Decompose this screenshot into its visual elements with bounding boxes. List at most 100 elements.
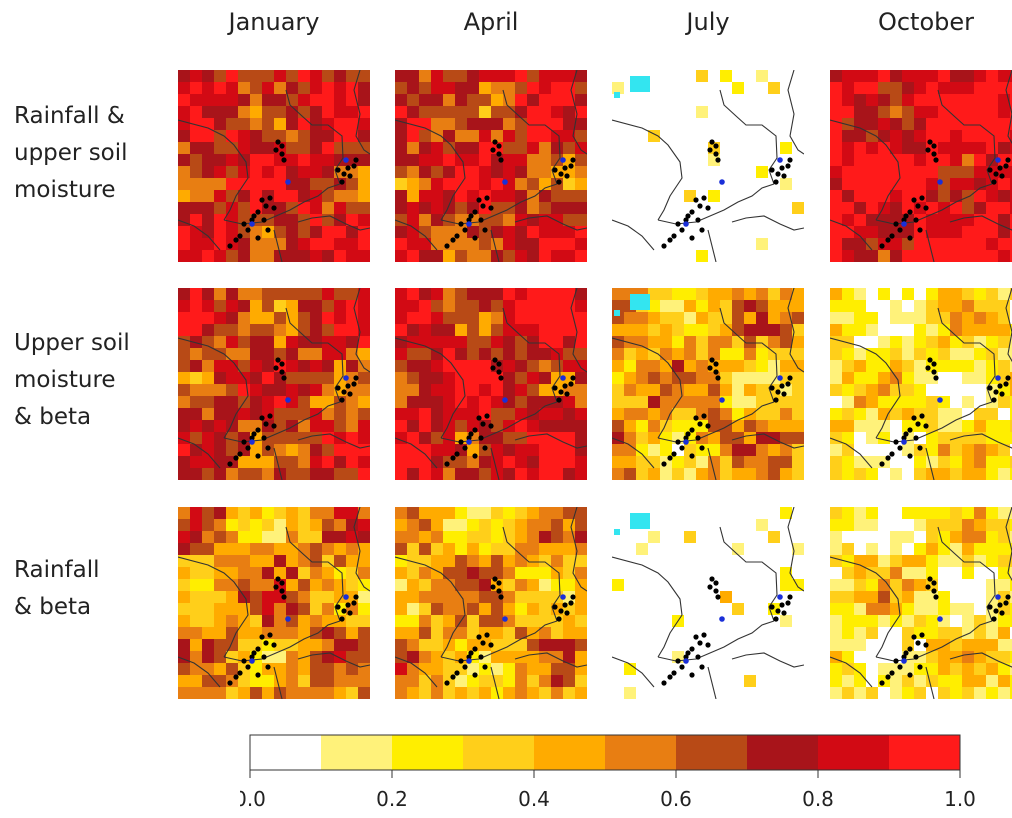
heat-cell: [515, 663, 527, 675]
heat-cell: [539, 202, 551, 214]
heat-cell: [358, 288, 370, 300]
heat-cell: [974, 639, 986, 651]
station-dot: [259, 415, 265, 421]
heat-cell: [563, 70, 575, 82]
heat-cell: [756, 250, 768, 262]
heat-cell: [708, 603, 720, 615]
heat-cell: [358, 555, 370, 567]
heat-cell: [866, 408, 878, 420]
station-dot: [251, 213, 257, 219]
heat-cell: [190, 300, 202, 312]
heat-cell: [250, 348, 262, 360]
heat-cell: [902, 675, 914, 687]
station-dot-highlight: [502, 616, 508, 622]
heat-cell: [866, 507, 878, 519]
heat-cell: [431, 555, 443, 567]
heat-cell: [962, 372, 974, 384]
heat-cell: [346, 531, 358, 543]
heat-cell: [395, 543, 407, 555]
heat-cell: [648, 118, 660, 130]
station-dot: [472, 453, 478, 459]
heat-cell: [708, 70, 720, 82]
heat-cell: [443, 639, 455, 651]
heat-cell: [334, 567, 346, 579]
heat-cell: [310, 639, 322, 651]
heat-cell: [226, 579, 238, 591]
station-dot: [713, 369, 719, 375]
heat-cell: [672, 639, 684, 651]
heat-cell: [178, 312, 190, 324]
heat-cell: [419, 324, 431, 336]
heat-cell: [914, 615, 926, 627]
heat-cell: [250, 555, 262, 567]
heat-cell: [830, 202, 842, 214]
heat-cell: [962, 555, 974, 567]
heat-cell: [190, 408, 202, 420]
country-border: [612, 219, 655, 251]
heat-cell: [575, 348, 587, 360]
station-dot: [933, 375, 939, 381]
heat-cell: [842, 336, 854, 348]
heat-cell: [503, 324, 515, 336]
heat-cell: [563, 651, 575, 663]
heat-cell: [491, 336, 503, 348]
heat-cell: [866, 94, 878, 106]
heat-cell: [286, 130, 298, 142]
heat-cell: [274, 663, 286, 675]
heat-cell: [696, 312, 708, 324]
heat-cell: [878, 444, 890, 456]
heat-cell: [346, 579, 358, 591]
heat-cell: [636, 202, 648, 214]
heat-cell: [708, 627, 720, 639]
heat-cell: [322, 106, 334, 118]
heat-cell: [866, 396, 878, 408]
heat-cell: [938, 154, 950, 166]
heat-cell: [780, 591, 792, 603]
heat-cell: [830, 372, 842, 384]
heat-cell: [720, 663, 732, 675]
station-dot: [462, 445, 468, 451]
country-border: [787, 507, 804, 592]
heat-cell: [467, 384, 479, 396]
heat-cell: [854, 372, 866, 384]
heat-cell: [950, 94, 962, 106]
heat-cell: [395, 444, 407, 456]
heat-cell: [660, 348, 672, 360]
heat-cell: [274, 70, 286, 82]
colorbar-bin: [321, 735, 392, 770]
heat-cell: [334, 202, 346, 214]
heat-cell: [467, 360, 479, 372]
country-border: [178, 337, 249, 439]
heat-cell: [539, 82, 551, 94]
heat-cell: [178, 360, 190, 372]
heat-cell: [395, 579, 407, 591]
heat-cell: [768, 324, 780, 336]
heat-cell: [732, 519, 744, 531]
heat-cell: [986, 543, 998, 555]
heat-cell: [190, 627, 202, 639]
heat-cell: [226, 603, 238, 615]
heat-cell: [334, 360, 346, 372]
heat-cell: [467, 444, 479, 456]
heat-cell: [431, 663, 443, 675]
heat-cell: [950, 70, 962, 82]
heat-cell: [612, 408, 624, 420]
heat-cell: [878, 178, 890, 190]
heat-cell: [407, 70, 419, 82]
country-border: [949, 433, 1012, 449]
heat-cell: [238, 336, 250, 348]
heat-cell: [878, 615, 890, 627]
heat-cell: [322, 531, 334, 543]
heat-cell: [648, 603, 660, 615]
heat-cell: [479, 142, 491, 154]
heat-cell: [479, 288, 491, 300]
station-dot: [335, 604, 341, 610]
heat-cell: [190, 615, 202, 627]
heat-cell: [539, 591, 551, 603]
heat-cell: [563, 543, 575, 555]
heat-cell: [274, 396, 286, 408]
heat-cell: [286, 627, 298, 639]
heat-cell: [720, 687, 732, 699]
heat-cell: [250, 627, 262, 639]
station-dot: [675, 221, 681, 227]
